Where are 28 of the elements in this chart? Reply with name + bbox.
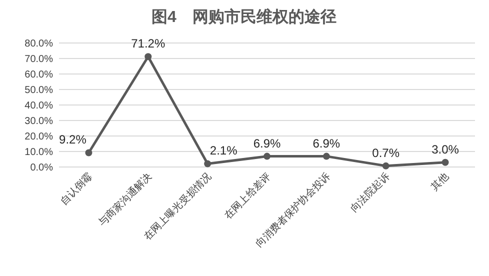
y-tick-label: 50.0% (24, 85, 54, 96)
x-tick-label: 其他 (428, 170, 452, 194)
x-tick-label: 自认倒霉 (58, 170, 95, 208)
data-label: 9.2% (59, 132, 87, 147)
data-label: 3.0% (432, 142, 460, 156)
y-tick-label: 40.0% (24, 100, 54, 112)
data-label: 6.9% (253, 136, 281, 150)
y-tick-label: 10.0% (24, 147, 54, 158)
point (85, 149, 92, 156)
point (204, 160, 212, 168)
chart-title: 图4 网购市民维权的途径 (152, 8, 336, 26)
y-tick-label: 20.0% (24, 132, 54, 142)
point (144, 53, 152, 60)
point (264, 152, 270, 160)
data-label: 2.1% (210, 144, 238, 158)
y-tick-label: 0.0% (30, 162, 54, 174)
point (382, 162, 390, 170)
data-label: 6.9% (312, 136, 340, 150)
point (322, 152, 330, 160)
y-tick-label: 70.0% (24, 54, 54, 65)
x-tick-label: 在网上给差评 (222, 170, 274, 222)
y-tick-label: 80.0% (24, 38, 54, 50)
data-label: 0.7% (372, 146, 400, 160)
data-label: 71.2% (131, 36, 166, 51)
point (442, 158, 449, 166)
y-tick-label: 30.0% (24, 116, 54, 127)
y-tick-label: 60.0% (24, 70, 54, 80)
x-tick-label: 向法院起诉 (348, 170, 392, 214)
